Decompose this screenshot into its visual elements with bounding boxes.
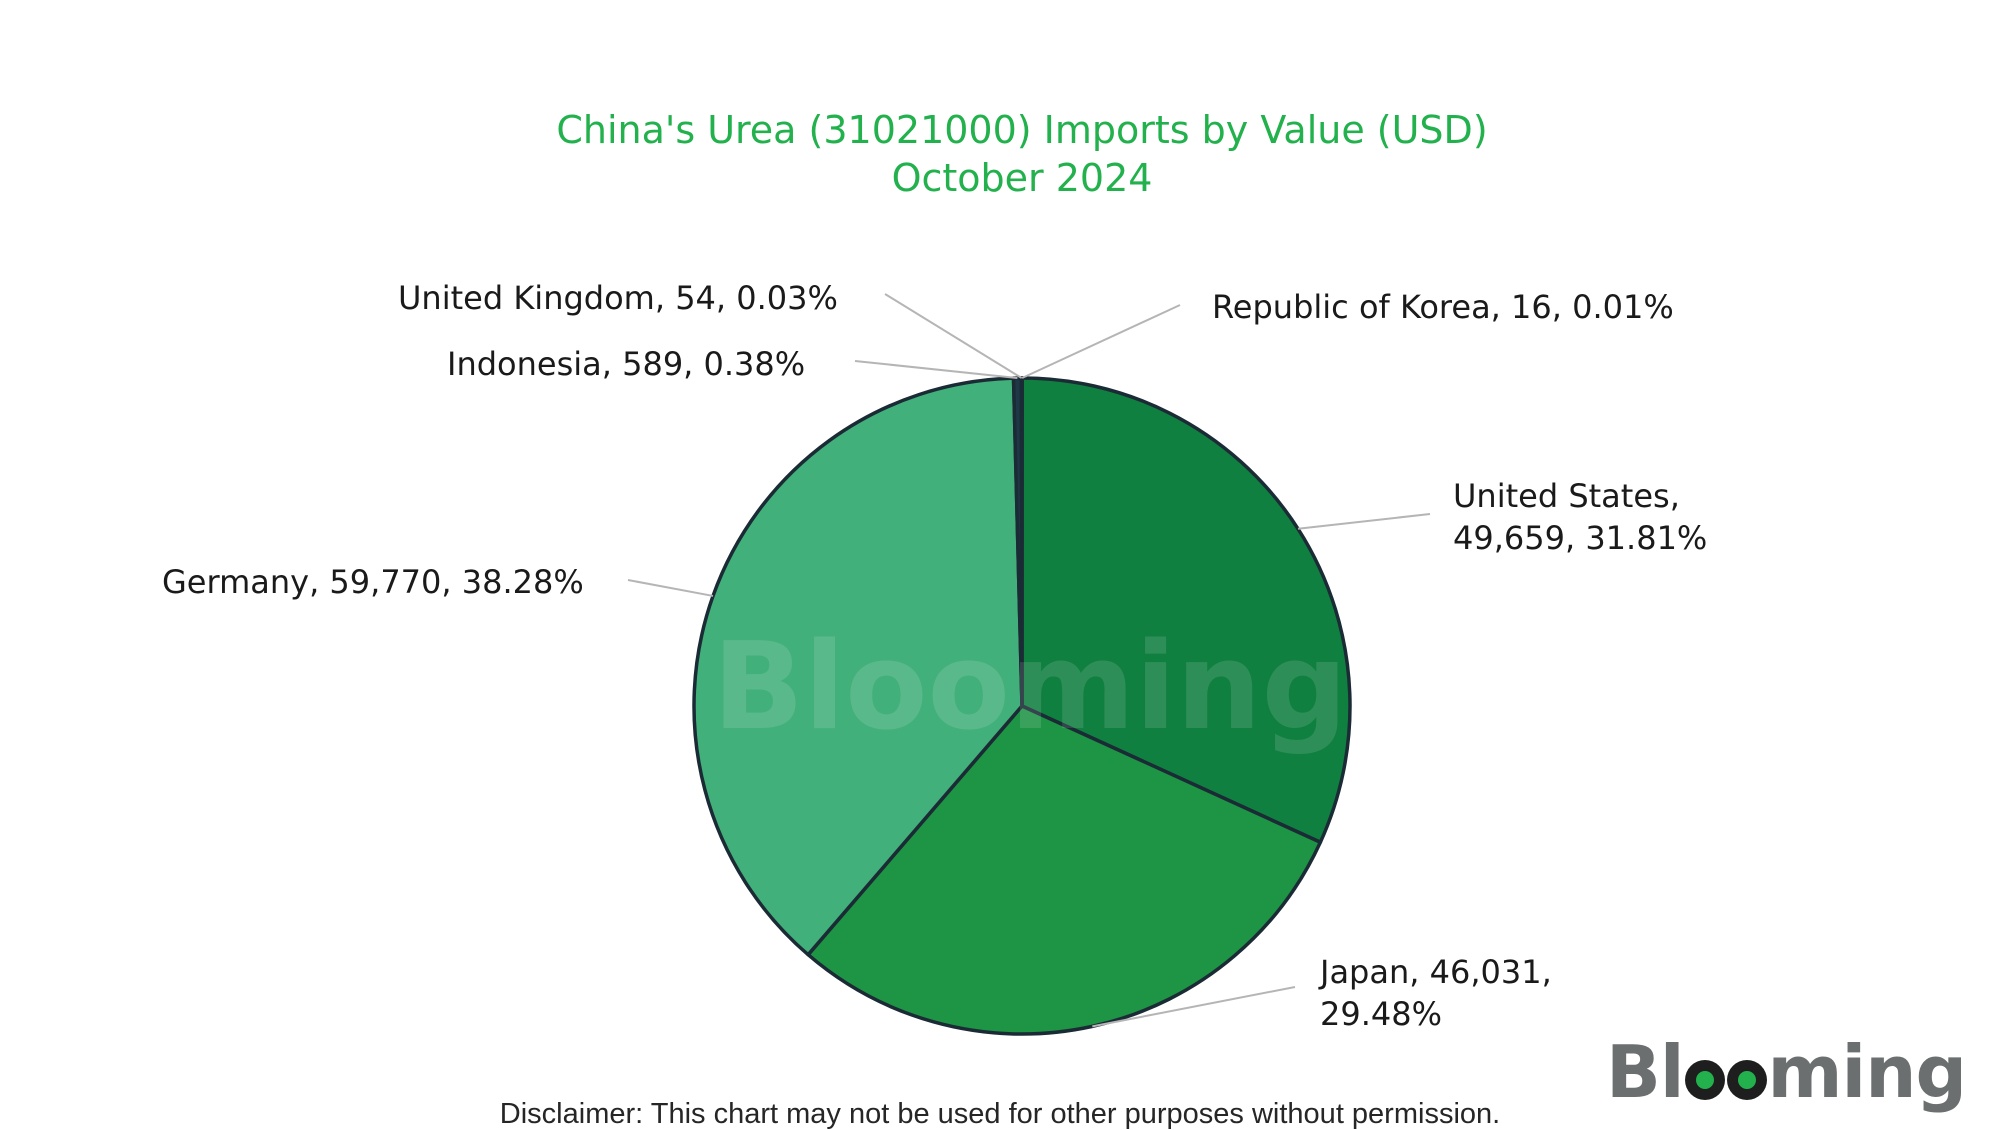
leader-line (628, 580, 713, 596)
slice-label: United Kingdom, 54, 0.03% (398, 279, 838, 317)
slice-label: Republic of Korea, 16, 0.01% (1212, 288, 1674, 326)
chart-subtitle: October 2024 (892, 156, 1153, 200)
slice-label: Indonesia, 589, 0.38% (447, 345, 805, 383)
chart-title: China's Urea (31021000) Imports by Value… (556, 108, 1487, 152)
leader-line (1022, 305, 1180, 378)
brand-eye-icon (1727, 1060, 1767, 1100)
leader-line (1298, 514, 1430, 529)
slice-label: Japan, 46,031,29.48% (1318, 953, 1552, 1033)
slice-label: United States,49,659, 31.81% (1453, 477, 1707, 557)
brand-eye-icon (1685, 1060, 1725, 1100)
watermark: Blooming (713, 618, 1348, 757)
leader-line (855, 361, 1017, 378)
slice-label: Germany, 59,770, 38.28% (162, 563, 584, 601)
